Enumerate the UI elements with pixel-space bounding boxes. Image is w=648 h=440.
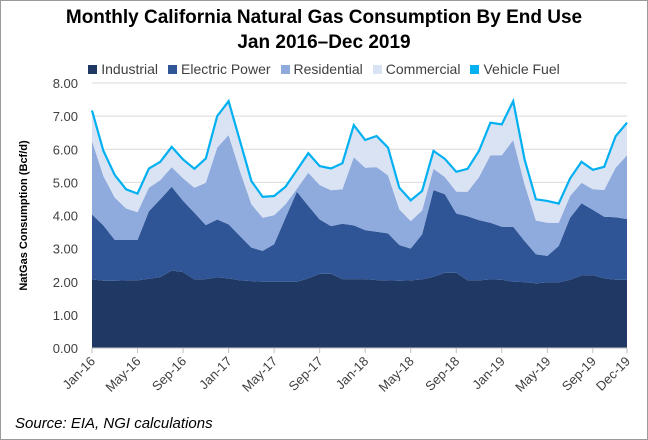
legend-label: Industrial — [101, 61, 159, 77]
legend-swatch — [168, 64, 178, 74]
x-tick-label: Sep-17 — [286, 354, 326, 394]
series-residential — [92, 135, 627, 256]
x-tick-label: May-17 — [239, 354, 280, 395]
legend: Industrial Electric Power Residential Comme… — [1, 61, 647, 77]
x-tick-label: Jan-18 — [333, 354, 372, 393]
source-note: Source: EIA, NGI calculations — [15, 415, 213, 432]
x-tick-label: Jan-16 — [59, 354, 98, 393]
legend-label: Electric Power — [181, 61, 271, 77]
x-tick-label: Sep-18 — [422, 354, 462, 394]
y-tick-label: 4.00 — [53, 209, 78, 224]
legend-label: Commercial — [385, 61, 461, 77]
x-tick-label: May-18 — [376, 354, 417, 395]
x-tick-label: Jan-17 — [196, 354, 235, 393]
x-tick-label: Jan-19 — [469, 354, 508, 393]
chart-subtitle: Jan 2016–Dec 2019 — [237, 32, 411, 53]
legend-swatch — [470, 64, 480, 74]
x-tick-label: May-16 — [102, 354, 143, 395]
legend-item: Commercial — [372, 61, 461, 77]
legend-item: Residential — [280, 61, 363, 77]
series-industrial — [92, 270, 627, 348]
legend-item: Vehicle Fuel — [470, 61, 560, 77]
legend-swatch — [280, 64, 290, 74]
y-tick-label: 6.00 — [53, 142, 78, 157]
x-tick-label: May-19 — [512, 354, 553, 395]
y-tick-label: 1.00 — [53, 308, 78, 323]
x-tick-label: Sep-16 — [149, 354, 189, 394]
legend-item: Electric Power — [168, 61, 271, 77]
y-axis-label: NatGas Consumption (Bcf/d) — [18, 140, 30, 291]
y-tick-label: 7.00 — [53, 109, 78, 124]
legend-label: Vehicle Fuel — [483, 61, 560, 77]
legend-swatch — [372, 64, 382, 74]
y-tick-label: 2.00 — [53, 275, 78, 290]
series-commercial — [92, 102, 627, 223]
legend-label: Residential — [293, 61, 363, 77]
y-tick-label: 8.00 — [53, 76, 78, 91]
series-vehicle-fuel — [90, 97, 628, 205]
series-electric-power — [92, 186, 627, 284]
x-tick-label: Dec-19 — [593, 354, 633, 394]
y-tick-label: 3.00 — [53, 242, 78, 257]
x-tick-label: Sep-19 — [559, 354, 599, 394]
y-tick-label: 5.00 — [53, 175, 78, 190]
legend-swatch — [88, 64, 98, 74]
y-tick-label: 0.00 — [53, 341, 78, 356]
legend-item: Industrial — [88, 61, 158, 77]
chart-title: Monthly California Natural Gas Consumpti… — [65, 7, 583, 28]
